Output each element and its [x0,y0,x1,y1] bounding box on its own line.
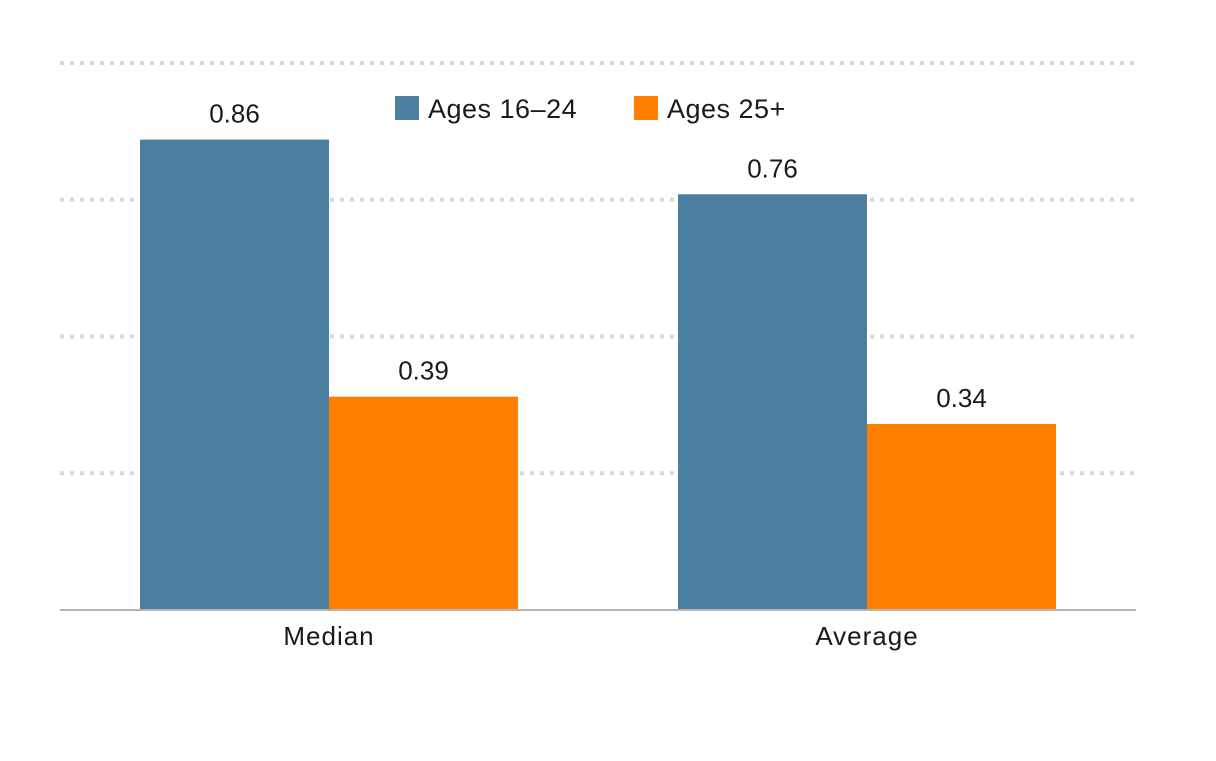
category-label-average: Average [815,621,918,651]
data-label-median-series-1: 0.39 [398,356,449,386]
bar-median-series-0 [140,139,329,610]
legend-swatch-ages-25-plus [634,96,658,120]
data-labels: 0.86 0.39 0.76 0.34 [209,99,987,413]
category-labels: Median Average [283,621,918,651]
bar-average-series-1 [867,424,1056,610]
data-label-median-series-0: 0.86 [209,99,260,129]
legend-label-ages-25-plus: Ages 25+ [667,94,786,124]
bar-average-series-0 [678,194,867,610]
legend-label-ages-16-24: Ages 16–24 [428,94,577,124]
legend: Ages 16–24 Ages 25+ [395,94,786,124]
bars [140,139,1056,610]
data-label-average-series-0: 0.76 [747,153,798,183]
category-label-median: Median [283,621,374,651]
data-label-average-series-1: 0.34 [936,383,987,413]
legend-swatch-ages-16-24 [395,96,419,120]
bar-median-series-1 [329,396,518,610]
